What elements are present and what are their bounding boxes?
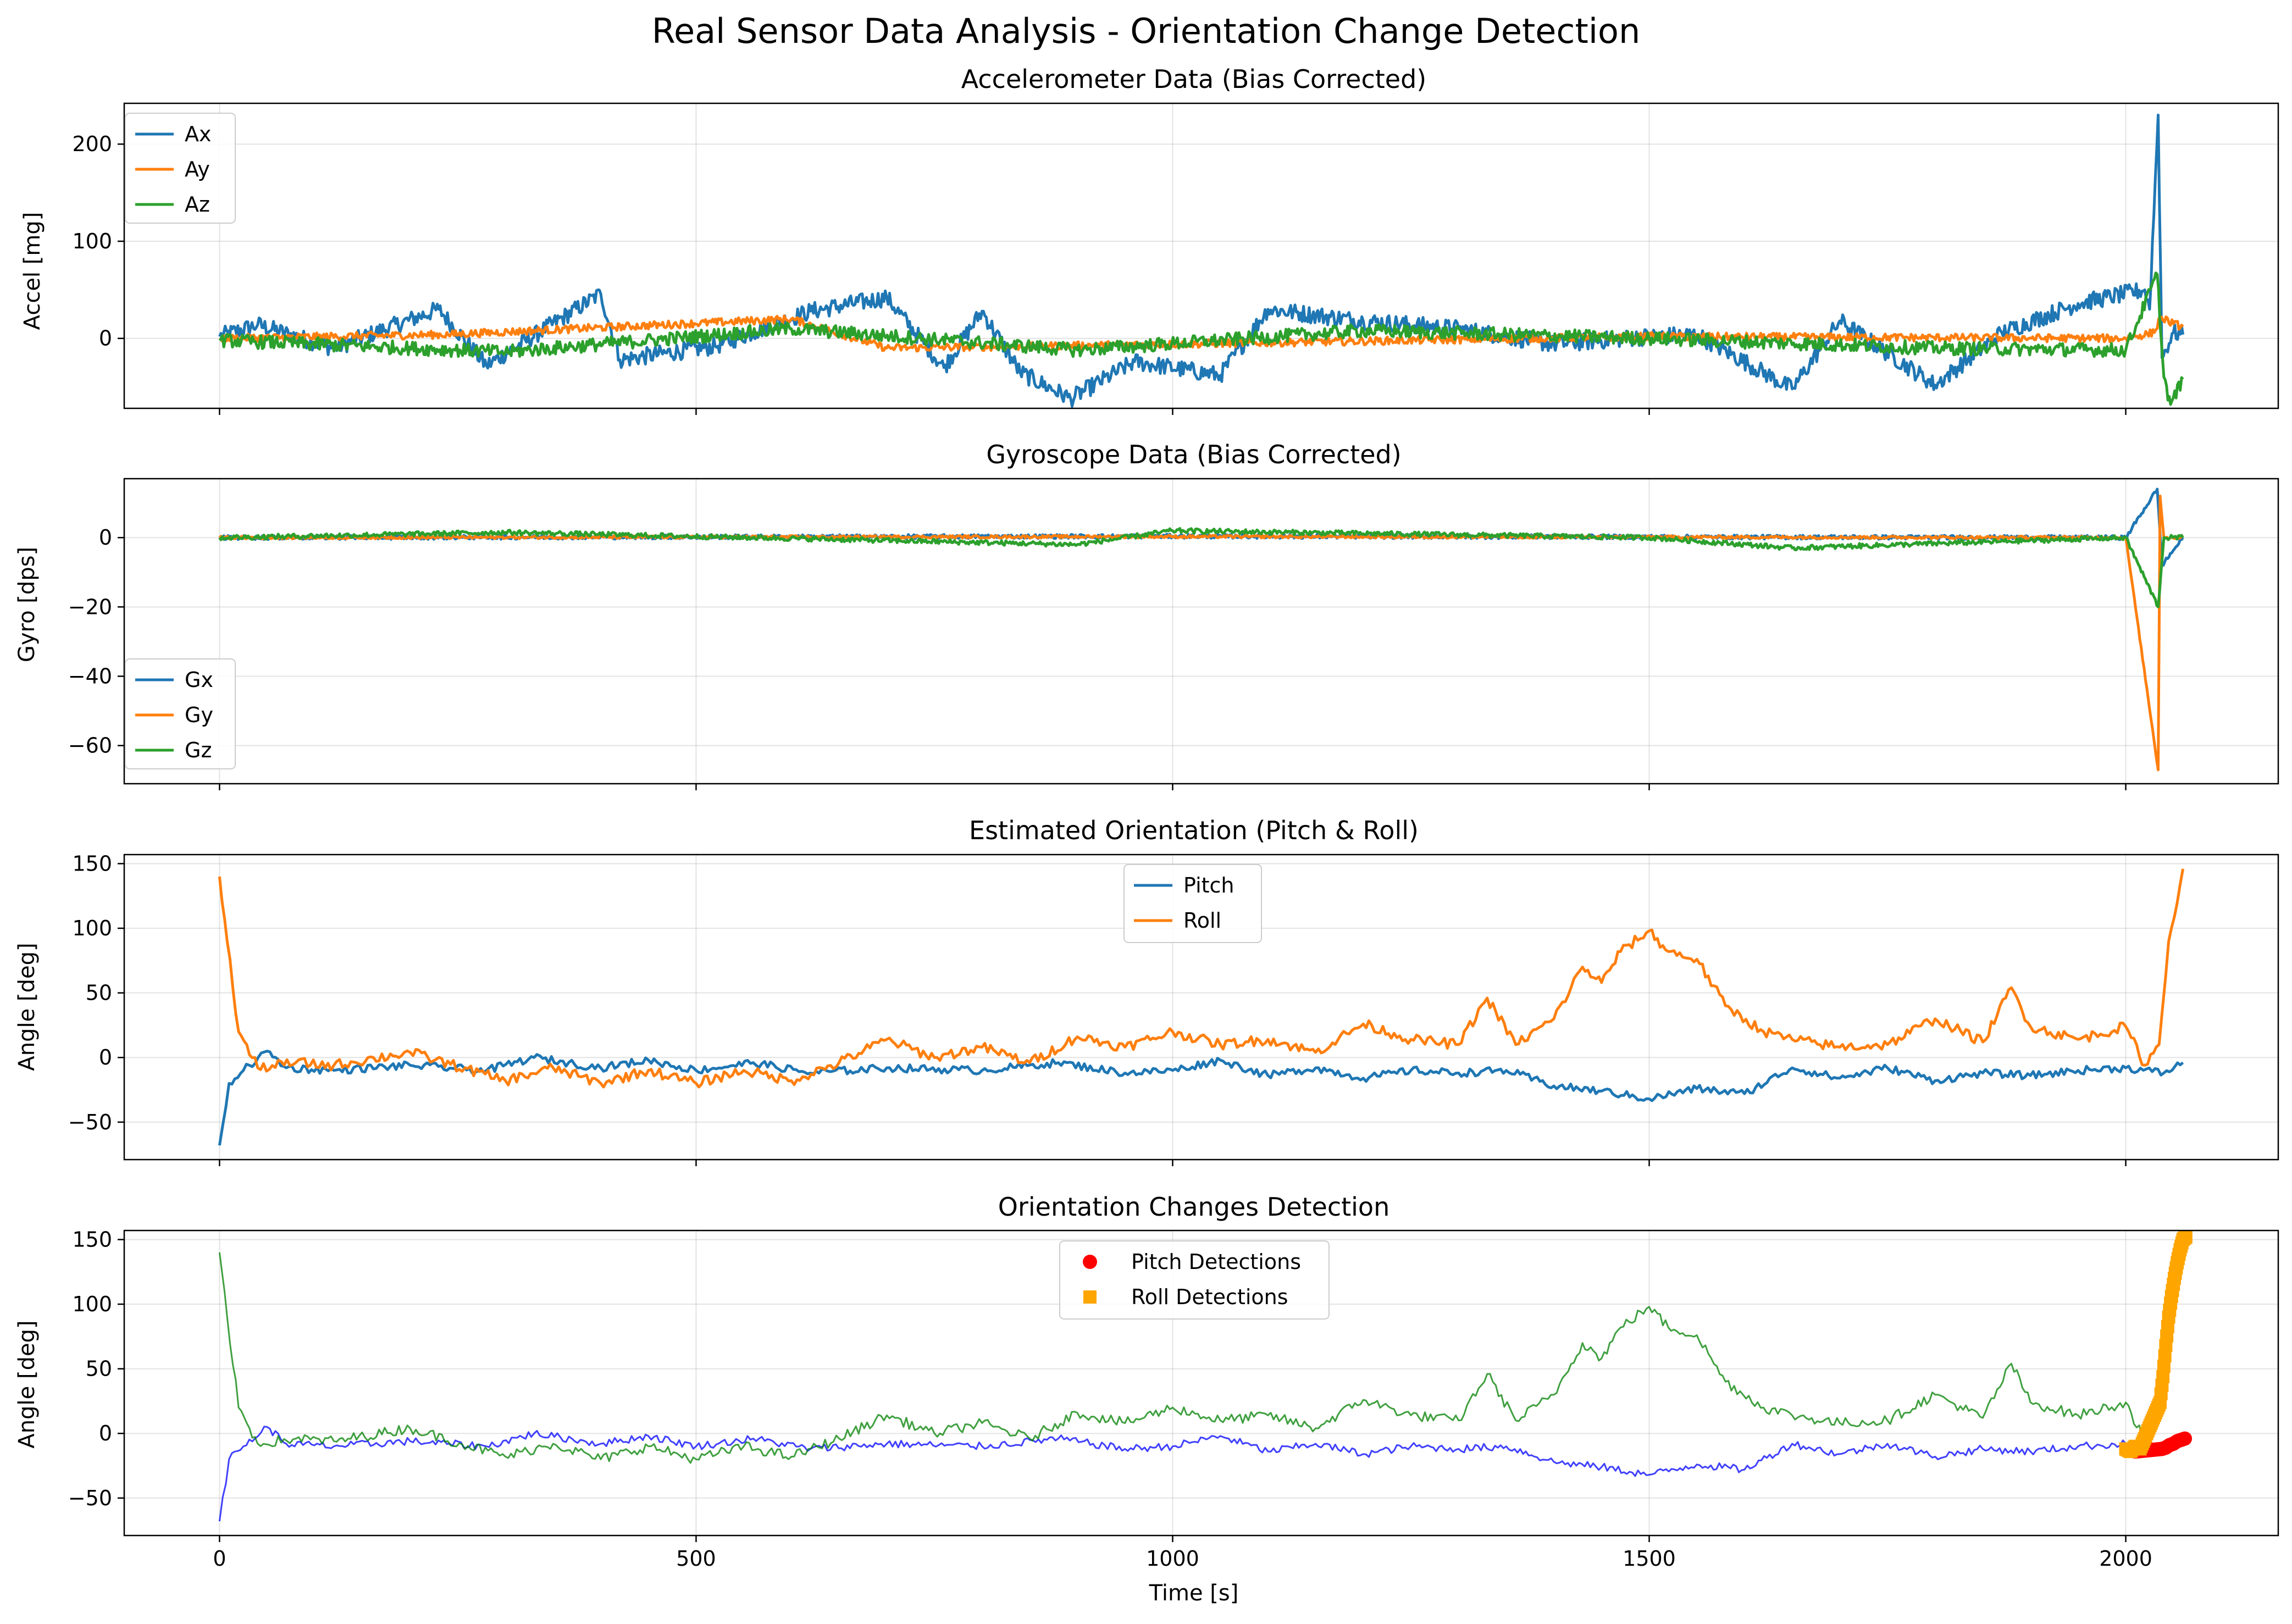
- plot-frame: [123, 478, 2279, 785]
- series-line-pitch: [218, 1426, 2184, 1522]
- x-tick-label: 1500: [1623, 1547, 1676, 1571]
- y-tick-label: −50: [68, 1110, 112, 1134]
- legend-frame: [1059, 1240, 1330, 1320]
- legend-frame: [125, 113, 236, 224]
- grid: [124, 103, 2278, 408]
- y-tick-label: 100: [72, 229, 112, 253]
- y-tick-label: 50: [86, 1357, 112, 1381]
- panel-title: Gyroscope Data (Bias Corrected): [986, 440, 1401, 469]
- legend: Ax Ay Az: [125, 113, 236, 224]
- x-tick-label: 0: [213, 1547, 226, 1571]
- plot-area: [218, 1231, 2193, 1522]
- series-roll-detections: [2119, 1231, 2193, 1459]
- panel-title: Estimated Orientation (Pitch & Roll): [969, 816, 1419, 845]
- panel-detection: Orientation Changes Detection Angle [deg…: [14, 1192, 2279, 1571]
- series-line-ax: [218, 113, 2185, 408]
- legend-label: Pitch: [1183, 873, 1234, 897]
- x-axis-label: Time [s]: [1149, 1581, 1239, 1606]
- legend-label: Gx: [185, 668, 213, 692]
- legend-marker: [1083, 1255, 1097, 1269]
- y-tick-label: 50: [86, 981, 112, 1005]
- grid: [124, 479, 2278, 784]
- y-tick-label: −40: [68, 664, 112, 688]
- legend: Pitch Roll: [1123, 864, 1262, 943]
- plot-frame: [123, 853, 2279, 1161]
- x-tick-label: 1000: [1146, 1547, 1199, 1571]
- legend: Pitch Detections Roll Detections: [1059, 1240, 1330, 1320]
- y-axis-label: Gyro [dps]: [14, 547, 40, 662]
- y-axis-label: Angle [deg]: [14, 943, 40, 1071]
- legend-label: Roll: [1183, 908, 1221, 933]
- x-tick-label: 2000: [2099, 1547, 2152, 1571]
- panel-accelerometer: Accelerometer Data (Bias Corrected) Acce…: [20, 64, 2279, 415]
- plot-frame: [123, 102, 2279, 409]
- legend: Gx Gy Gz: [125, 658, 236, 769]
- series-line-pitch: [218, 1050, 2184, 1146]
- y-axis-label: Angle [deg]: [14, 1320, 40, 1448]
- y-tick-label: −60: [68, 734, 112, 758]
- y-tick-label: −50: [68, 1486, 112, 1510]
- series-line-roll: [218, 868, 2185, 1089]
- panel-title: Orientation Changes Detection: [998, 1192, 1389, 1222]
- panel-title: Accelerometer Data (Bias Corrected): [961, 64, 1427, 94]
- legend-label: Ax: [185, 122, 211, 146]
- y-tick-label: 100: [72, 916, 112, 940]
- series-line-gz: [218, 527, 2184, 608]
- plot-area: [218, 113, 2185, 408]
- y-tick-label: 0: [99, 1045, 112, 1069]
- y-tick-label: 200: [72, 132, 112, 156]
- series-line-gy: [218, 495, 2184, 772]
- figure-suptitle: Real Sensor Data Analysis - Orientation …: [652, 11, 1641, 51]
- legend-label: Pitch Detections: [1131, 1250, 1301, 1274]
- legend-label: Gz: [185, 738, 212, 762]
- y-axis-label: Accel [mg]: [20, 212, 45, 330]
- series-line-az: [218, 271, 2184, 406]
- series-line-gx: [218, 487, 2184, 567]
- legend-frame: [125, 658, 236, 769]
- legend-marker: [1083, 1290, 1097, 1304]
- grid: [124, 1231, 2278, 1536]
- y-tick-label: −20: [68, 595, 112, 619]
- series-line-roll: [218, 1244, 2184, 1464]
- y-tick-label: 0: [99, 1421, 112, 1445]
- y-tick-label: 150: [72, 1227, 112, 1251]
- y-tick-label: 0: [99, 525, 112, 550]
- panel-orientation: Estimated Orientation (Pitch & Roll) Ang…: [14, 816, 2279, 1166]
- legend-label: Az: [185, 192, 210, 217]
- plot-frame: [123, 1229, 2279, 1537]
- legend-label: Gy: [185, 703, 213, 727]
- y-tick-label: 100: [72, 1292, 112, 1316]
- legend-label: Ay: [185, 157, 210, 181]
- x-tick-label: 500: [676, 1547, 716, 1571]
- y-tick-label: 150: [72, 851, 112, 875]
- plot-area: [218, 487, 2184, 772]
- marker-point: [2178, 1431, 2193, 1446]
- marker-point: [2179, 1231, 2193, 1244]
- plot-area: [218, 868, 2185, 1146]
- legend-label: Roll Detections: [1131, 1285, 1288, 1309]
- y-tick-label: 0: [99, 326, 112, 351]
- panel-gyroscope: Gyroscope Data (Bias Corrected) Gyro [dp…: [14, 440, 2279, 790]
